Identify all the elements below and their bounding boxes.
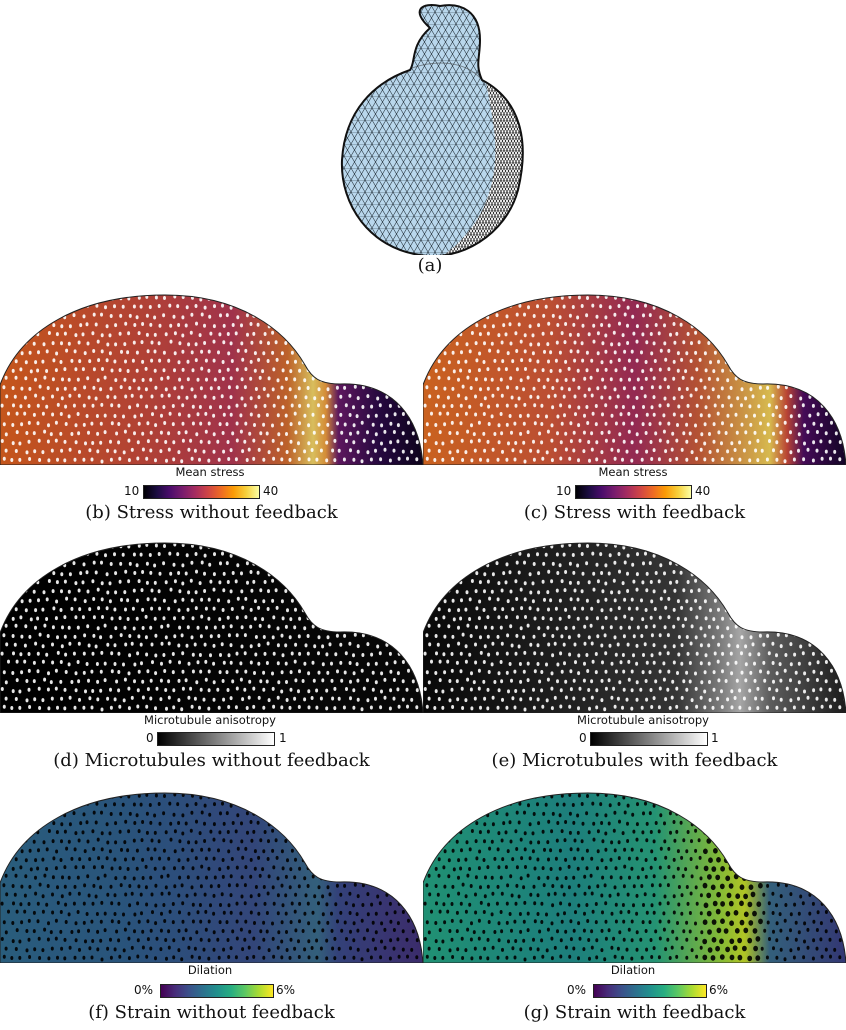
colorbar-min-e: 0 — [579, 731, 587, 745]
caption-d: (d) Microtubules without feedback — [53, 750, 370, 771]
colorbar-min-d: 0 — [146, 731, 154, 745]
surface-body — [0, 543, 423, 713]
colorbar-max-f: 6% — [276, 983, 296, 997]
colorbar-title-f: Dilation — [187, 963, 233, 977]
surface-body — [423, 295, 846, 465]
colorbar-max-e: 1 — [711, 731, 719, 745]
colorbar-max-c: 40 — [695, 484, 711, 498]
colorbar-title-c: Mean stress — [598, 465, 668, 479]
colorbar-b — [143, 485, 260, 499]
colorbar-min-f: 0% — [134, 983, 154, 997]
colorbar-c — [575, 485, 692, 499]
caption-e: (e) Microtubules with feedback — [491, 750, 778, 771]
surface-body — [0, 793, 423, 963]
surface-strain-without-feedback — [0, 792, 423, 963]
colorbar-g — [593, 984, 707, 998]
colorbar-title-b: Mean stress — [175, 465, 245, 479]
surface-body — [0, 295, 423, 465]
colorbar-max-d: 1 — [279, 731, 287, 745]
colorbar-min-b: 10 — [124, 484, 140, 498]
surface-strain-with-feedback — [423, 792, 846, 963]
colorbar-e — [590, 732, 708, 746]
colorbar-title-e: Microtubule anisotropy — [577, 713, 709, 727]
colorbar-min-c: 10 — [556, 484, 572, 498]
colorbar-max-b: 40 — [263, 484, 279, 498]
surface-body — [423, 793, 846, 963]
colorbar-title-d: Microtubule anisotropy — [144, 713, 276, 727]
colorbar-d — [157, 732, 275, 746]
surface-microtubules-without-feedback — [0, 542, 423, 713]
caption-a: (a) — [417, 255, 443, 276]
surface-body — [423, 543, 846, 713]
caption-g: (g) Strain with feedback — [523, 1002, 746, 1023]
mesh-figure — [340, 4, 524, 255]
caption-c: (c) Stress with feedback — [523, 502, 746, 523]
colorbar-f — [160, 984, 274, 998]
surface-stress-with-feedback — [423, 294, 846, 465]
surface-microtubules-with-feedback — [423, 542, 846, 713]
colorbar-max-g: 6% — [709, 983, 729, 997]
colorbar-title-g: Dilation — [610, 963, 656, 977]
caption-b: (b) Stress without feedback — [85, 502, 338, 523]
colorbar-min-g: 0% — [567, 983, 587, 997]
caption-f: (f) Strain without feedback — [88, 1002, 335, 1023]
surface-stress-without-feedback — [0, 294, 423, 465]
